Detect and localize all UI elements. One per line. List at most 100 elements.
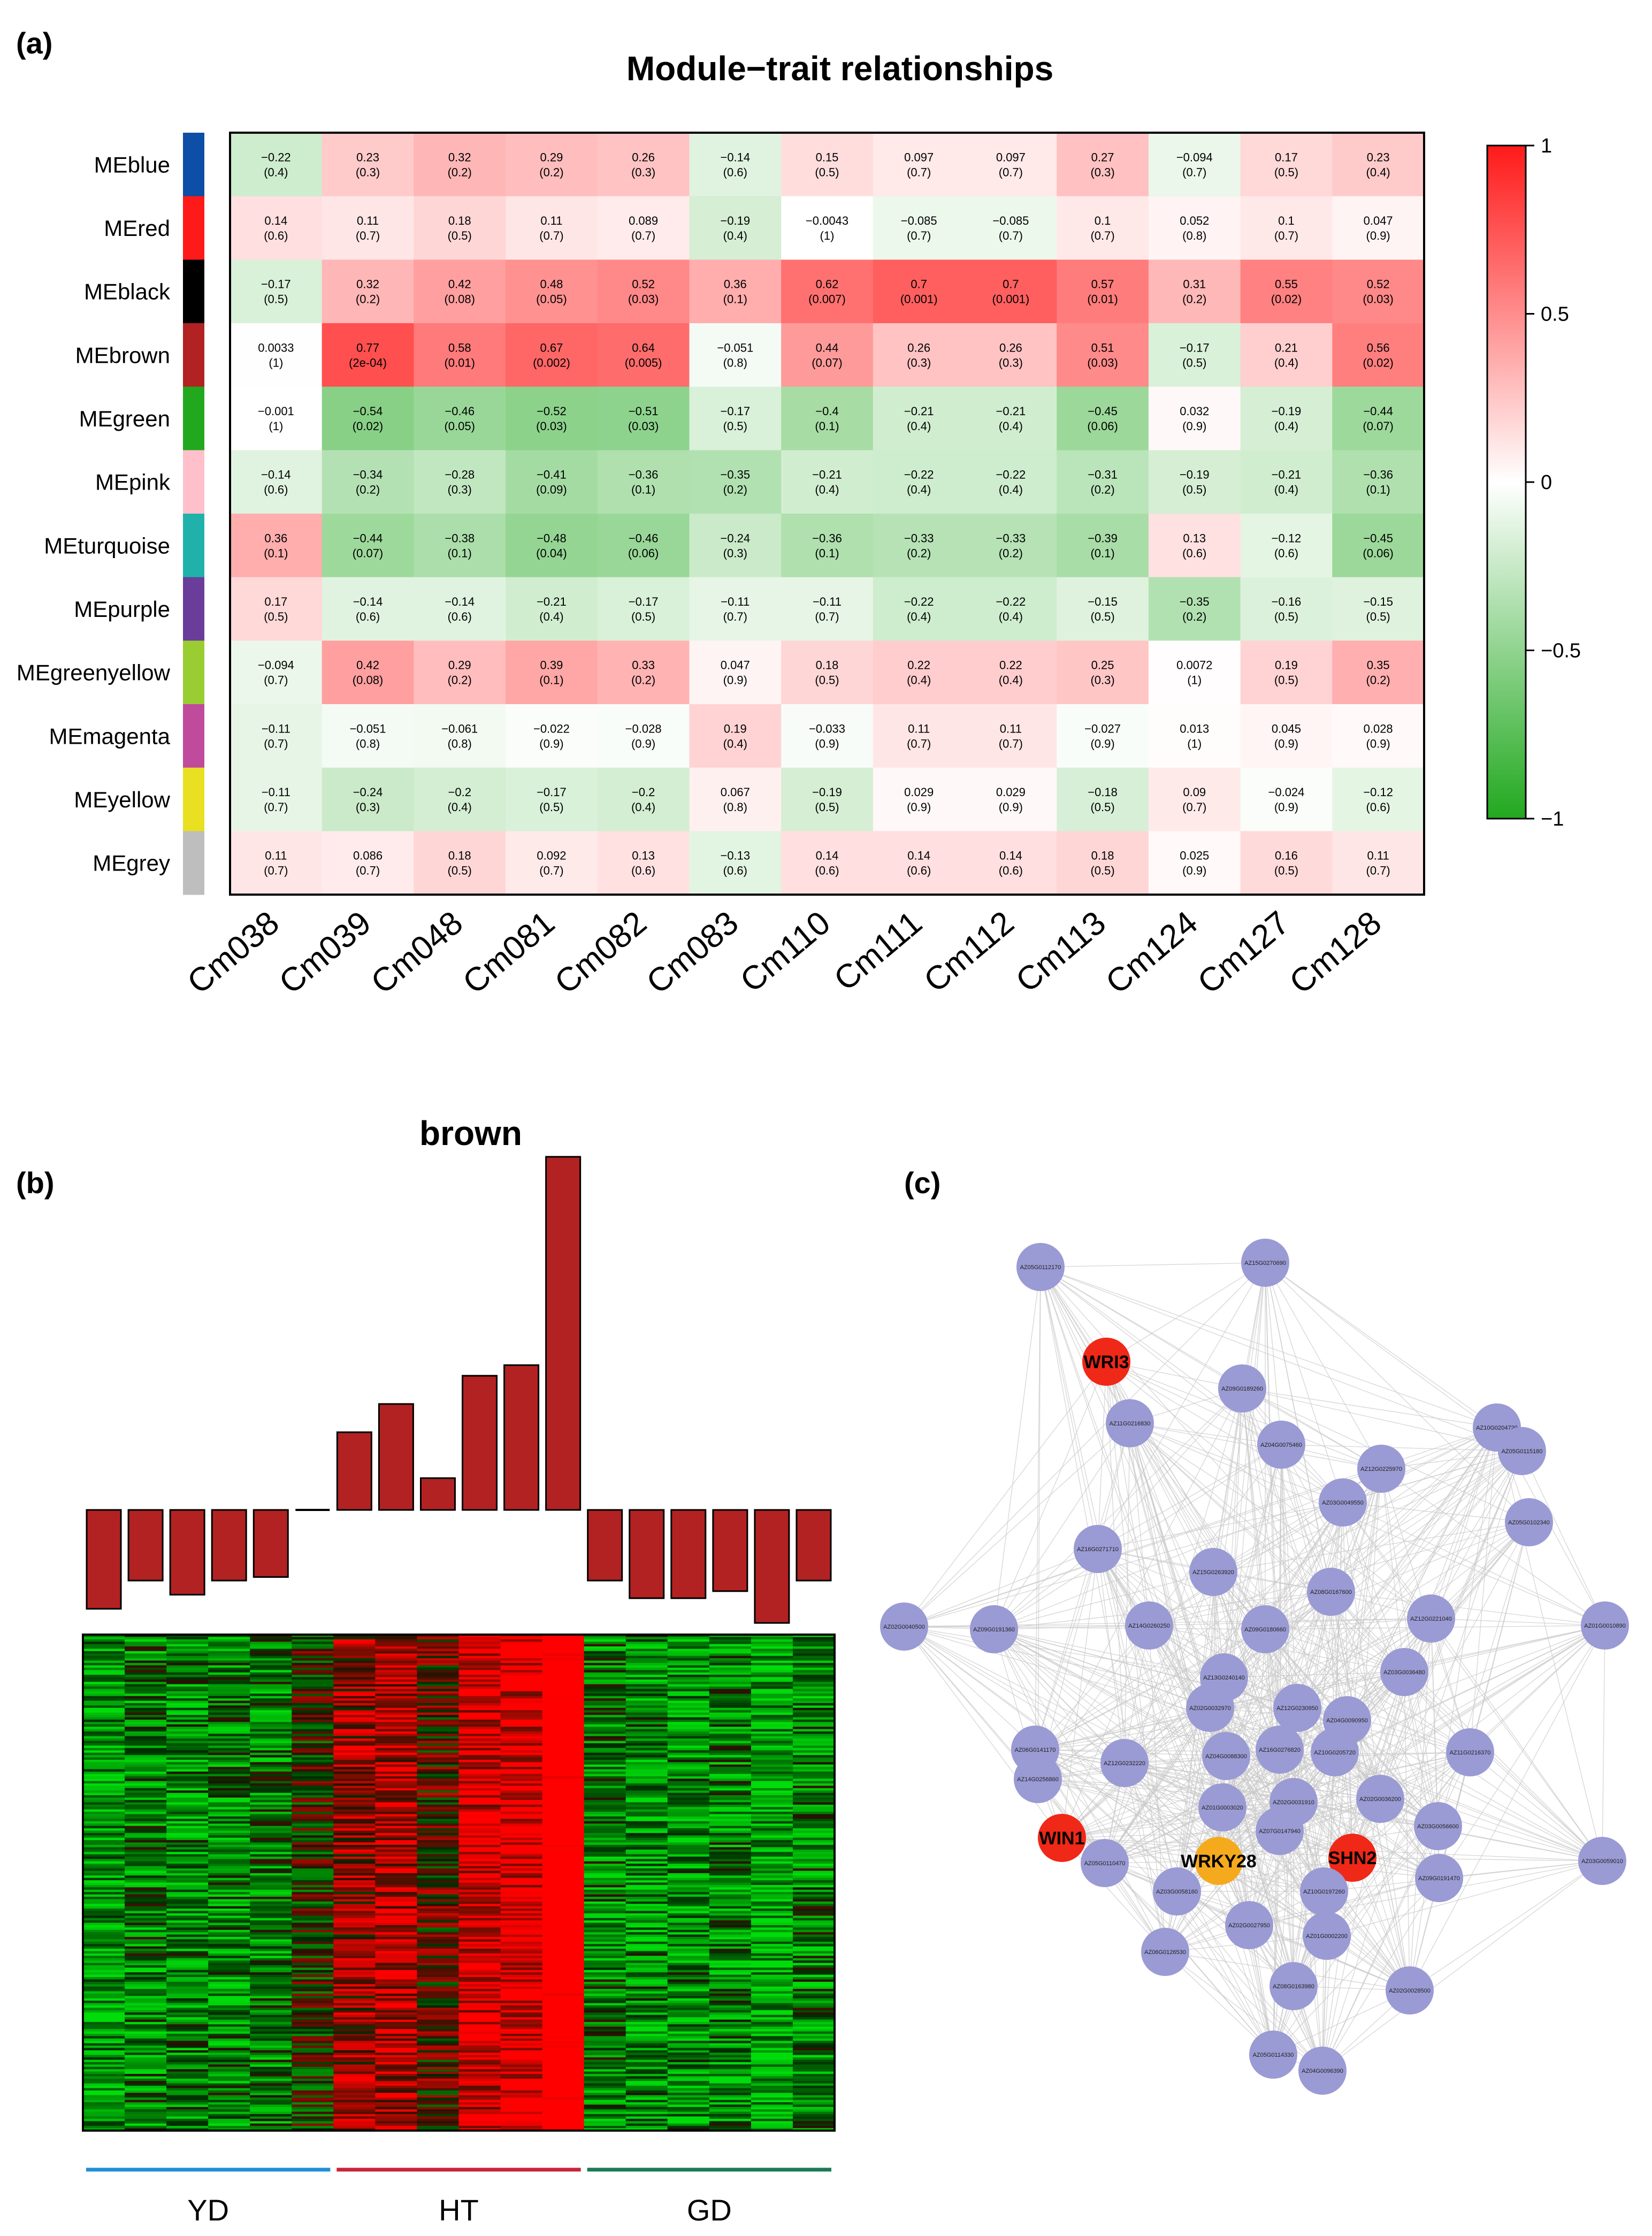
expression-cell	[83, 2097, 125, 2101]
expression-cell	[792, 2059, 835, 2063]
expression-cell	[292, 1878, 334, 1881]
cell-pvalue-label: (0.1)	[1366, 483, 1390, 497]
expression-cell	[166, 1835, 209, 1838]
expression-cell	[250, 1859, 292, 1862]
heatmap-cell	[1332, 514, 1425, 578]
expression-cell	[751, 1819, 793, 1822]
expression-cell	[292, 1932, 334, 1935]
expression-cell	[83, 1884, 125, 1888]
expression-cell	[166, 1788, 209, 1791]
expression-cell	[292, 1875, 334, 1879]
expression-cell	[125, 1736, 167, 1739]
cell-pvalue-label: (0.9)	[631, 737, 655, 750]
expression-cell	[166, 1889, 209, 1892]
expression-cell	[292, 2083, 334, 2086]
expression-cell	[667, 1892, 710, 1895]
expression-cell	[500, 1696, 543, 1699]
heatmap-cell	[506, 831, 598, 895]
expression-cell	[125, 1759, 167, 1762]
expression-cell	[667, 1854, 710, 1857]
expression-cell	[751, 1696, 793, 1699]
expression-cell	[292, 1750, 334, 1753]
heatmap-cell	[781, 196, 874, 260]
expression-cell	[83, 1707, 125, 1711]
expression-cell	[250, 1802, 292, 1805]
expression-cell	[458, 1906, 501, 1909]
expression-cell	[125, 2010, 167, 2013]
cell-pvalue-label: (0.5)	[264, 293, 288, 306]
expression-cell	[250, 1816, 292, 1819]
expression-cell	[333, 2093, 376, 2096]
heatmap-cell	[781, 260, 874, 324]
expression-cell	[792, 2066, 835, 2070]
cell-pvalue-label: (0.02)	[353, 419, 383, 433]
expression-cell	[292, 1826, 334, 1829]
expression-cell	[333, 1875, 376, 1879]
expression-cell	[625, 1901, 668, 1904]
cell-correlation-label: 0.19	[1275, 659, 1298, 672]
expression-cell	[250, 1922, 292, 1926]
cell-pvalue-label: (0.2)	[999, 546, 1023, 560]
expression-cell	[584, 1646, 626, 1650]
expression-cell	[709, 1691, 752, 1694]
expression-cell	[125, 1816, 167, 1819]
expression-cell	[166, 2071, 209, 2074]
expression-cell	[166, 1875, 209, 1879]
expression-cell	[625, 1934, 668, 1937]
expression-cell	[125, 1844, 167, 1848]
cell-correlation-label: −0.0043	[806, 214, 848, 227]
expression-cell	[458, 1909, 501, 1912]
expression-cell	[584, 1918, 626, 1921]
expression-cell	[500, 1747, 543, 1751]
expression-cell	[542, 2017, 585, 2020]
network-edge	[1040, 1266, 1523, 1452]
network-edge	[1281, 1444, 1523, 1452]
expression-cell	[584, 1700, 626, 1704]
expression-cell	[417, 2121, 460, 2124]
heatmap-cell	[965, 386, 1057, 451]
expression-cell	[166, 1998, 209, 2001]
expression-cell	[417, 1639, 460, 1642]
expression-cell	[542, 1743, 585, 1746]
expression-cell	[166, 1918, 209, 1921]
expression-cell	[500, 1901, 543, 1904]
cell-pvalue-label: (0.4)	[999, 483, 1023, 497]
expression-cell	[375, 1887, 418, 1890]
network-edge	[1165, 1798, 1381, 1952]
cell-pvalue-label: (0.07)	[353, 546, 383, 560]
expression-cell	[667, 1840, 710, 1843]
expression-cell	[751, 1998, 793, 2001]
heatmap-cell	[965, 831, 1057, 895]
network-edge	[1040, 1266, 1497, 1428]
network-edge	[1035, 1707, 1211, 1750]
expression-cell	[751, 1727, 793, 1730]
expression-cell	[458, 2017, 501, 2020]
expression-cell	[458, 1821, 501, 1824]
expression-cell	[709, 1637, 752, 1640]
expression-cell	[584, 1929, 626, 1933]
expression-cell	[542, 2048, 585, 2051]
expression-cell	[333, 2036, 376, 2039]
expression-cell	[667, 1913, 710, 1916]
expression-cell	[166, 1679, 209, 1682]
expression-cell	[417, 1722, 460, 1725]
expression-cell	[292, 1651, 334, 1654]
expression-cell	[166, 2126, 209, 2129]
cell-correlation-label: 0.7	[1003, 278, 1019, 291]
eigengene-bar	[712, 1509, 748, 1592]
expression-cell	[333, 1662, 376, 1666]
expression-cell	[500, 2014, 543, 2018]
expression-cell	[83, 1819, 125, 1822]
expression-cell	[709, 1689, 752, 1692]
expression-cell	[792, 1916, 835, 1919]
expression-cell	[417, 1878, 460, 1881]
cell-pvalue-label: (0.6)	[907, 864, 931, 877]
expression-cell	[292, 2093, 334, 2096]
expression-cell	[83, 1745, 125, 1749]
network-edge	[1129, 1423, 1343, 1503]
expression-cell	[250, 1800, 292, 1803]
expression-cell	[83, 1736, 125, 1739]
expression-cell	[709, 1894, 752, 1897]
expression-cell	[584, 1880, 626, 1883]
expression-cell	[375, 1750, 418, 1753]
